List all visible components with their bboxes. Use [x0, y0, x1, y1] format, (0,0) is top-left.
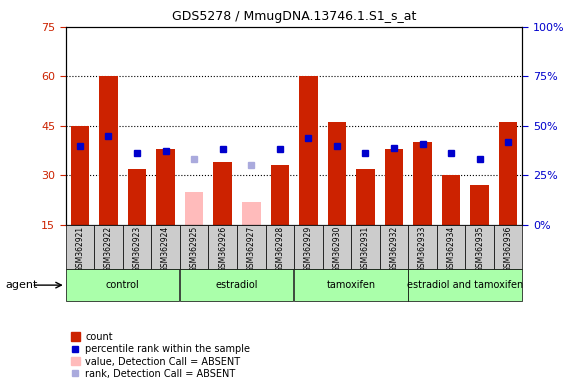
Text: GSM362923: GSM362923: [132, 226, 142, 272]
Bar: [242, 202, 260, 225]
Bar: [294, 225, 323, 269]
Text: GSM362930: GSM362930: [332, 226, 341, 272]
Bar: [328, 122, 346, 225]
Bar: [471, 185, 489, 225]
Bar: [499, 122, 517, 225]
Bar: [294, 269, 408, 301]
Text: GSM362924: GSM362924: [161, 226, 170, 272]
Bar: [180, 225, 208, 269]
Text: GSM362927: GSM362927: [247, 226, 256, 272]
Bar: [385, 149, 403, 225]
Bar: [156, 149, 175, 225]
Bar: [180, 269, 293, 301]
Text: GSM362928: GSM362928: [275, 226, 284, 272]
Text: control: control: [106, 280, 140, 290]
Bar: [66, 269, 179, 301]
Bar: [408, 225, 437, 269]
Legend: count, percentile rank within the sample, value, Detection Call = ABSENT, rank, : count, percentile rank within the sample…: [71, 332, 250, 379]
Text: GSM362926: GSM362926: [218, 226, 227, 272]
Bar: [299, 76, 317, 225]
Bar: [66, 225, 94, 269]
Text: agent: agent: [6, 280, 38, 290]
Text: estradiol and tamoxifen: estradiol and tamoxifen: [407, 280, 524, 290]
Title: GDS5278 / MmugDNA.13746.1.S1_s_at: GDS5278 / MmugDNA.13746.1.S1_s_at: [172, 10, 416, 23]
Text: tamoxifen: tamoxifen: [327, 280, 376, 290]
Bar: [351, 225, 380, 269]
Text: GSM362925: GSM362925: [190, 226, 199, 272]
Text: GSM362933: GSM362933: [418, 226, 427, 272]
Text: GSM362921: GSM362921: [75, 226, 85, 272]
Bar: [442, 175, 460, 225]
Bar: [356, 169, 375, 225]
Bar: [380, 225, 408, 269]
Bar: [151, 225, 180, 269]
Bar: [208, 225, 237, 269]
Text: GSM362929: GSM362929: [304, 226, 313, 272]
Text: GSM362922: GSM362922: [104, 226, 113, 272]
Bar: [437, 225, 465, 269]
Text: estradiol: estradiol: [216, 280, 258, 290]
Bar: [123, 225, 151, 269]
Text: GSM362932: GSM362932: [389, 226, 399, 272]
Text: GSM362931: GSM362931: [361, 226, 370, 272]
Bar: [494, 225, 522, 269]
Bar: [408, 269, 522, 301]
Bar: [128, 169, 146, 225]
Bar: [413, 142, 432, 225]
Bar: [465, 225, 494, 269]
Bar: [214, 162, 232, 225]
Bar: [271, 166, 289, 225]
Text: GSM362935: GSM362935: [475, 226, 484, 272]
Bar: [323, 225, 351, 269]
Bar: [266, 225, 294, 269]
Text: GSM362934: GSM362934: [447, 226, 456, 272]
Bar: [237, 225, 266, 269]
Bar: [185, 192, 203, 225]
Bar: [99, 76, 118, 225]
Bar: [71, 126, 89, 225]
Bar: [94, 225, 123, 269]
Text: GSM362936: GSM362936: [504, 226, 513, 272]
